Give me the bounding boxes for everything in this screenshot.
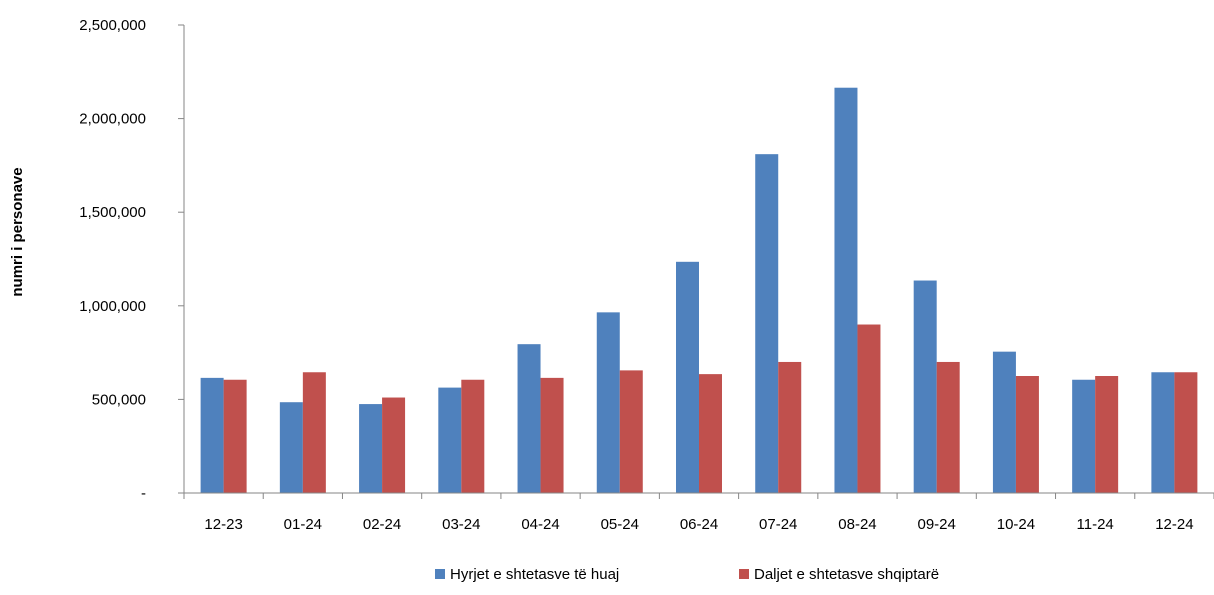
legend-label-daljet: Daljet e shtetasve shqiptarë	[754, 566, 939, 583]
bar-hyrjet-10-24	[992, 351, 1016, 493]
x-tick-label: 02-24	[363, 516, 401, 533]
y-tick-label: 2,000,000	[79, 111, 146, 128]
x-tick-label: 12-23	[204, 516, 242, 533]
y-tick-label: -	[141, 485, 146, 502]
bar-daljet-11-24	[1095, 376, 1119, 493]
bar-hyrjet-03-24	[438, 387, 462, 493]
bar-daljet-08-24	[857, 324, 881, 493]
x-axis-ticks: 12-23 01-24 02-24 03-24 04-24 05-24 06-24 07-24…	[183, 493, 1214, 533]
x-tick-label: 10-24	[997, 516, 1035, 533]
bar-hyrjet-11-24	[1072, 379, 1096, 493]
x-tick-label: 08-24	[838, 516, 876, 533]
x-tick-label: 03-24	[442, 516, 480, 533]
y-tick-label: 1,500,000	[79, 204, 146, 221]
bar-hyrjet-07-24	[755, 154, 779, 493]
bar-daljet-04-24	[540, 377, 564, 493]
bar-daljet-01-24	[302, 372, 326, 493]
x-tick-label: 07-24	[759, 516, 797, 533]
x-tick-label: 12-24	[1155, 516, 1193, 533]
bar-daljet-09-24	[936, 361, 960, 493]
bar-daljet-02-24	[382, 397, 406, 493]
y-tick-label: 2,500,000	[79, 17, 146, 34]
bar-hyrjet-08-24	[834, 87, 858, 493]
x-tick-label: 05-24	[601, 516, 639, 533]
bar-daljet-06-24	[699, 374, 722, 493]
legend-swatch-hyrjet	[435, 569, 445, 579]
x-tick-label: 09-24	[918, 516, 956, 533]
x-tick-label: 01-24	[284, 516, 322, 533]
bar-hyrjet-06-24	[676, 261, 699, 493]
y-axis-ticks: - 500,000 1,000,000 1,500,000 2,000,000 2,500…	[79, 17, 184, 502]
y-tick-label: 500,000	[92, 391, 146, 408]
bar-hyrjet-01-24	[279, 402, 303, 493]
bar-daljet-03-24	[461, 379, 485, 493]
bar-hyrjet-12-23	[200, 377, 224, 493]
legend-label-hyrjet: Hyrjet e shtetasve të huaj	[450, 566, 619, 583]
y-tick-label: 1,000,000	[79, 298, 146, 315]
bar-daljet-10-24	[1015, 376, 1039, 493]
bar-hyrjet-02-24	[359, 404, 383, 493]
x-tick-label: 11-24	[1077, 516, 1114, 533]
bar-daljet-12-24	[1174, 372, 1198, 493]
bars	[200, 87, 1198, 493]
legend: Hyrjet e shtetasve të huaj Daljet e shte…	[435, 566, 939, 583]
bar-hyrjet-09-24	[913, 280, 937, 493]
bar-hyrjet-04-24	[517, 344, 541, 493]
bar-hyrjet-12-24	[1151, 372, 1175, 493]
bar-daljet-12-23	[223, 379, 247, 493]
bar-daljet-07-24	[778, 361, 802, 493]
x-tick-label: 06-24	[680, 516, 718, 533]
legend-swatch-daljet	[739, 569, 749, 579]
bar-daljet-05-24	[619, 370, 643, 493]
x-tick-label: 04-24	[521, 516, 559, 533]
y-axis-title: numri i personave	[9, 167, 26, 296]
bar-hyrjet-05-24	[596, 312, 620, 493]
